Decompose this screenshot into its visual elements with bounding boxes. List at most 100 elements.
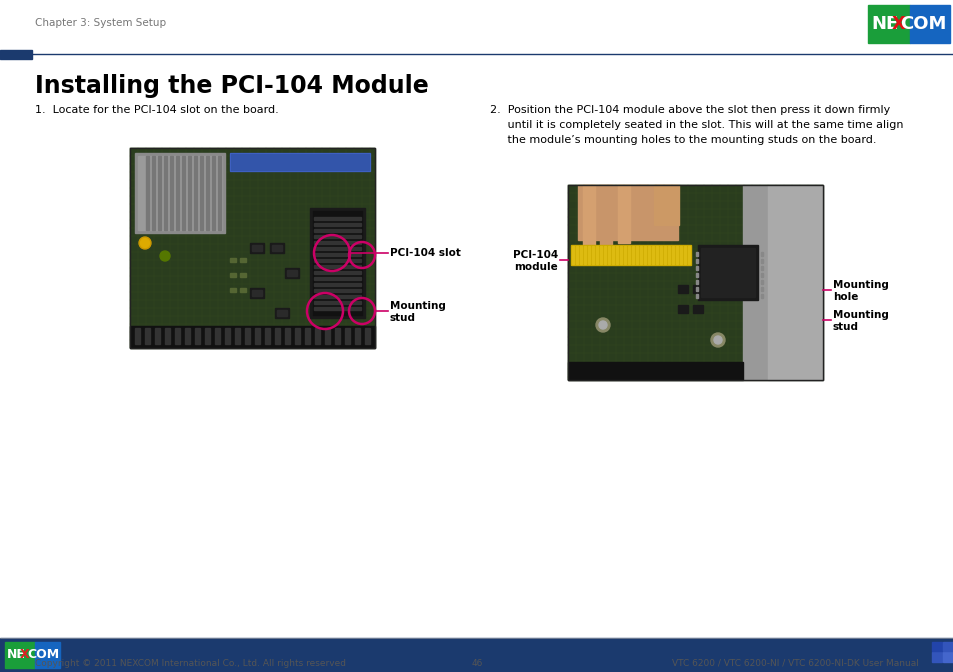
Bar [663, 246, 665, 264]
Text: COM: COM [27, 648, 59, 661]
Bar [931, 652, 941, 662]
Bar [182, 156, 185, 230]
Bar [314, 265, 360, 268]
Bar [698, 245, 758, 300]
Bar [696, 266, 698, 270]
Bar [643, 246, 645, 264]
Text: module: module [514, 262, 558, 272]
Text: Mounting: Mounting [832, 310, 888, 320]
Bar [254, 328, 260, 344]
Bar [760, 273, 762, 277]
Bar [0, 638, 953, 672]
Bar [152, 156, 154, 230]
Bar [272, 245, 282, 251]
Bar [607, 246, 609, 264]
Bar [867, 5, 909, 43]
Bar [760, 280, 762, 284]
Text: hole: hole [832, 292, 858, 302]
Bar [230, 273, 235, 277]
Bar [314, 307, 360, 310]
Text: PCI-104: PCI-104 [512, 250, 558, 260]
Bar [314, 223, 360, 226]
Bar [599, 185, 612, 250]
Bar [636, 246, 638, 264]
Bar [206, 156, 209, 230]
Bar [5, 642, 35, 668]
Bar [225, 328, 230, 344]
Ellipse shape [140, 239, 150, 247]
Bar [214, 328, 220, 344]
Bar [767, 185, 822, 380]
Bar [612, 246, 614, 264]
Bar [618, 185, 629, 243]
Bar [274, 328, 280, 344]
Text: Mounting: Mounting [832, 280, 888, 290]
Bar [145, 328, 150, 344]
Bar [325, 328, 330, 344]
Text: COM: COM [899, 15, 945, 33]
Bar [616, 246, 618, 264]
Bar [679, 246, 681, 264]
Bar [931, 642, 941, 651]
Bar [567, 362, 742, 380]
Bar [314, 259, 360, 262]
Bar [230, 258, 235, 262]
Bar [671, 246, 673, 264]
Bar [314, 253, 360, 256]
Bar [314, 283, 360, 286]
Bar [696, 259, 698, 263]
Bar [760, 252, 762, 256]
Bar [193, 156, 196, 230]
Bar [696, 273, 698, 277]
Bar [659, 246, 661, 264]
Bar [234, 328, 240, 344]
Bar [194, 328, 200, 344]
Bar [240, 258, 246, 262]
Bar [583, 246, 585, 264]
Circle shape [596, 318, 609, 332]
Bar [287, 270, 296, 276]
Text: 1.  Locate for the PCI-104 slot on the board.: 1. Locate for the PCI-104 slot on the bo… [35, 105, 278, 115]
Bar [603, 246, 605, 264]
Text: Mounting: Mounting [390, 301, 445, 311]
Bar [687, 246, 689, 264]
Bar [130, 148, 375, 348]
Bar [576, 246, 578, 264]
Text: 2.  Position the PCI-104 module above the slot then press it down firmly: 2. Position the PCI-104 module above the… [490, 105, 889, 115]
Ellipse shape [139, 237, 151, 249]
Bar [230, 153, 370, 171]
Bar [942, 652, 952, 662]
Bar [314, 277, 360, 280]
Text: VTC 6200 / VTC 6200-NI / VTC 6200-NI-DK User Manual: VTC 6200 / VTC 6200-NI / VTC 6200-NI-DK … [672, 659, 918, 668]
Bar [567, 185, 822, 380]
Bar [639, 246, 641, 264]
Bar [335, 328, 339, 344]
Bar [294, 328, 299, 344]
Bar [0, 50, 32, 59]
Bar [571, 245, 690, 265]
Text: stud: stud [832, 322, 858, 332]
Bar [760, 259, 762, 263]
Text: the module’s mounting holes to the mounting studs on the board.: the module’s mounting holes to the mount… [490, 135, 876, 145]
Bar [310, 208, 365, 318]
Bar [230, 153, 370, 171]
Bar [696, 287, 698, 291]
Bar [165, 328, 170, 344]
Bar [218, 156, 221, 230]
Bar [760, 287, 762, 291]
Text: Copyright © 2011 NEXCOM International Co., Ltd. All rights reserved: Copyright © 2011 NEXCOM International Co… [35, 659, 346, 668]
Bar [265, 328, 270, 344]
Bar [667, 246, 669, 264]
Bar [276, 310, 287, 316]
Bar [285, 268, 298, 278]
Bar [942, 642, 952, 651]
Bar [692, 285, 702, 293]
Bar [188, 156, 191, 230]
Bar [678, 285, 687, 293]
Bar [651, 246, 654, 264]
Bar [365, 328, 370, 344]
Bar [305, 328, 310, 344]
Bar [656, 246, 658, 264]
Bar [185, 328, 190, 344]
Bar [623, 246, 625, 264]
